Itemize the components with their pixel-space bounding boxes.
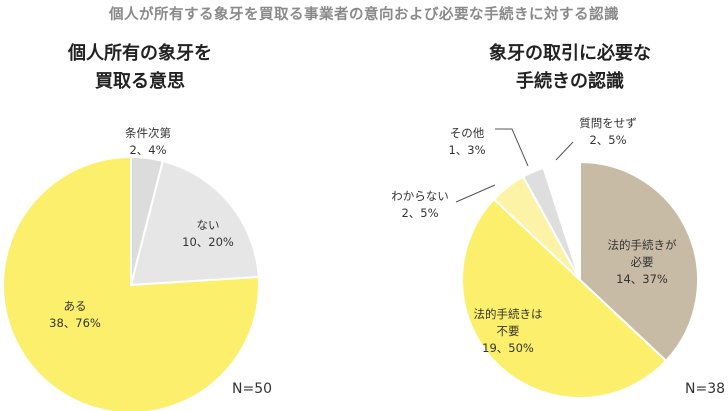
chart1-slice-3 [2, 155, 260, 411]
chart1-title: 個人所有の象牙を 買取る意思 [40, 40, 240, 96]
chart1-slice-3-label: ある 38、76% [49, 299, 101, 330]
chart2-slice-5 [542, 160, 581, 281]
chart2-pie [461, 160, 699, 399]
chart1-slice-1-label: 条件次第 2、4% [125, 126, 171, 157]
chart2-slice-2 [461, 197, 668, 399]
chart2-title: 象牙の取引に必要な 手続きの認識 [470, 40, 670, 96]
chart2-slice-4-label: その他 1、3% [448, 126, 485, 157]
chart1-title-line1: 個人所有の象牙を [68, 43, 212, 64]
chart2-slice-1 [579, 160, 699, 363]
chart1-title-line2: 買取る意思 [95, 71, 185, 92]
chart2-slice-4-leader-line [495, 128, 529, 167]
chart2-slice-3-label: わからない 2、5% [391, 189, 449, 220]
chart2-n-label: N=38 [685, 381, 725, 397]
chart2-slice-1-label: 法的手続きが必要 14、37% [608, 238, 677, 286]
chart1-slice-2-label: ない 10、20% [182, 218, 234, 249]
main-title: 個人が所有する象牙を買取る事業者の意向および必要な手続きに対する認識 [109, 7, 619, 23]
chart2-slice-5-leader-line [555, 141, 574, 161]
chart1-slice-2 [129, 159, 260, 287]
chart1-n-label: N=50 [232, 381, 272, 397]
chart2-slice-2-label: 法的手続きは不要 19、50% [474, 307, 543, 355]
chart2-title-line2: 手続きの認識 [516, 71, 624, 92]
chart2-slice-5-label: 質問をせず 2、5% [579, 116, 637, 147]
chart2-title-line1: 象牙の取引に必要な [489, 43, 651, 64]
chart1-pie [2, 155, 260, 411]
chart2-slice-3-leader-line [455, 184, 496, 203]
